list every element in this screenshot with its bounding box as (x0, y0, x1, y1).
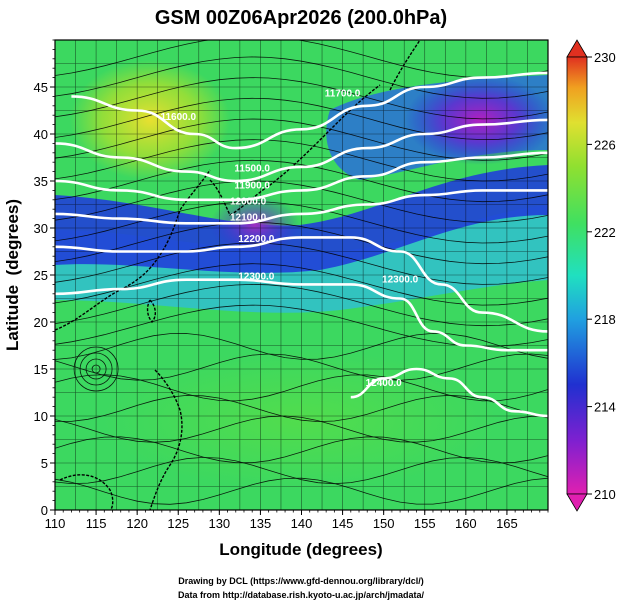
y-tick-label: 30 (34, 221, 48, 236)
contour-label: 12400.0 (366, 378, 403, 389)
height-contours (55, 71, 548, 418)
colorbar-tick-label: 222 (594, 225, 616, 240)
colorbar-tick-label: 214 (594, 400, 616, 415)
y-tick-label: 10 (34, 409, 48, 424)
contour-line (55, 236, 548, 333)
x-tick-label: 160 (455, 516, 477, 531)
y-tick-label: 45 (34, 80, 48, 95)
contour-line (55, 118, 548, 183)
x-axis-label: Longitude (degrees) (219, 540, 382, 559)
contour-label: 11500.0 (234, 164, 270, 175)
contour-label: 11700.0 (325, 88, 361, 99)
x-tick-label: 155 (414, 516, 436, 531)
coast-korea-japan (209, 84, 381, 216)
x-tick-label: 115 (86, 516, 107, 531)
coast-kamchatka (389, 40, 421, 91)
y-tick-label: 20 (34, 315, 48, 330)
colorbar-tick-label: 218 (594, 312, 616, 327)
coast-philippines (149, 369, 183, 510)
y-axis-label: Latitude (degrees) (3, 199, 22, 351)
credit-line-1: Drawing by DCL (https://www.gfd-dennou.o… (178, 576, 424, 586)
colorbar-tick-label: 226 (594, 137, 616, 152)
x-tick-label: 130 (208, 516, 230, 531)
colorbar-body (566, 56, 588, 495)
height-contour-labels: 11500.0 11900.0 12000.0 12100.0 12200.0 12300… (160, 88, 418, 389)
contour-label: 12000.0 (230, 197, 267, 208)
y-tick-label: 40 (34, 127, 48, 142)
x-tick-label: 140 (291, 516, 313, 531)
x-tick-label: 110 (45, 516, 66, 531)
colorbar-tick-label: 210 (594, 487, 616, 502)
plot-area: 11500.0 11900.0 12000.0 12100.0 12200.0 12300… (55, 40, 548, 510)
coast-borneo (59, 474, 114, 510)
x-tick-label: 145 (332, 516, 354, 531)
contour-label: 11600.0 (160, 112, 196, 123)
y-tick-label: 0 (41, 503, 48, 518)
y-tick-label: 5 (41, 456, 48, 471)
contour-line (71, 71, 548, 150)
y-tick-label: 15 (34, 362, 48, 377)
colorbar-ticks: 210 214 218 222 226 230 (587, 50, 616, 502)
y-tick-label: 35 (34, 174, 48, 189)
contour-label: 12300.0 (238, 272, 275, 283)
x-tick-label: 125 (167, 516, 189, 531)
contour-line (350, 367, 548, 418)
contour-label: 11900.0 (234, 181, 270, 192)
contour-line (55, 278, 548, 352)
y-tick-label: 25 (34, 268, 48, 283)
coast-taiwan (146, 299, 157, 324)
warm-core-northwest (70, 60, 230, 180)
contour-line (55, 189, 548, 225)
cold-core-east (405, 75, 548, 165)
contour-label: 12100.0 (230, 212, 267, 223)
contour-line (55, 151, 548, 202)
chart-title: GSM 00Z06Apr2026 (200.0hPa) (155, 7, 447, 29)
colorbar-bottom-arrow (566, 493, 588, 512)
colorbar-tick-label: 230 (594, 50, 616, 65)
x-tick-label: 120 (126, 516, 148, 531)
contour-label: 12200.0 (238, 234, 275, 245)
y-axis-ticks: 0 5 10 15 20 25 30 35 40 45 (34, 39, 55, 518)
x-axis-ticks: 110 115 120 125 130 135 140 145 150 155 160 165 (45, 510, 549, 531)
colorbar: 210 214 218 222 226 230 (566, 39, 616, 512)
x-tick-label: 135 (250, 516, 272, 531)
grid-lines (55, 40, 548, 510)
credit-line-2: Data from http://database.rish.kyoto-u.a… (178, 590, 425, 600)
x-tick-label: 150 (373, 516, 395, 531)
x-tick-label: 165 (496, 516, 518, 531)
colorbar-top-arrow (566, 39, 588, 58)
contour-label: 12300.0 (382, 275, 419, 286)
